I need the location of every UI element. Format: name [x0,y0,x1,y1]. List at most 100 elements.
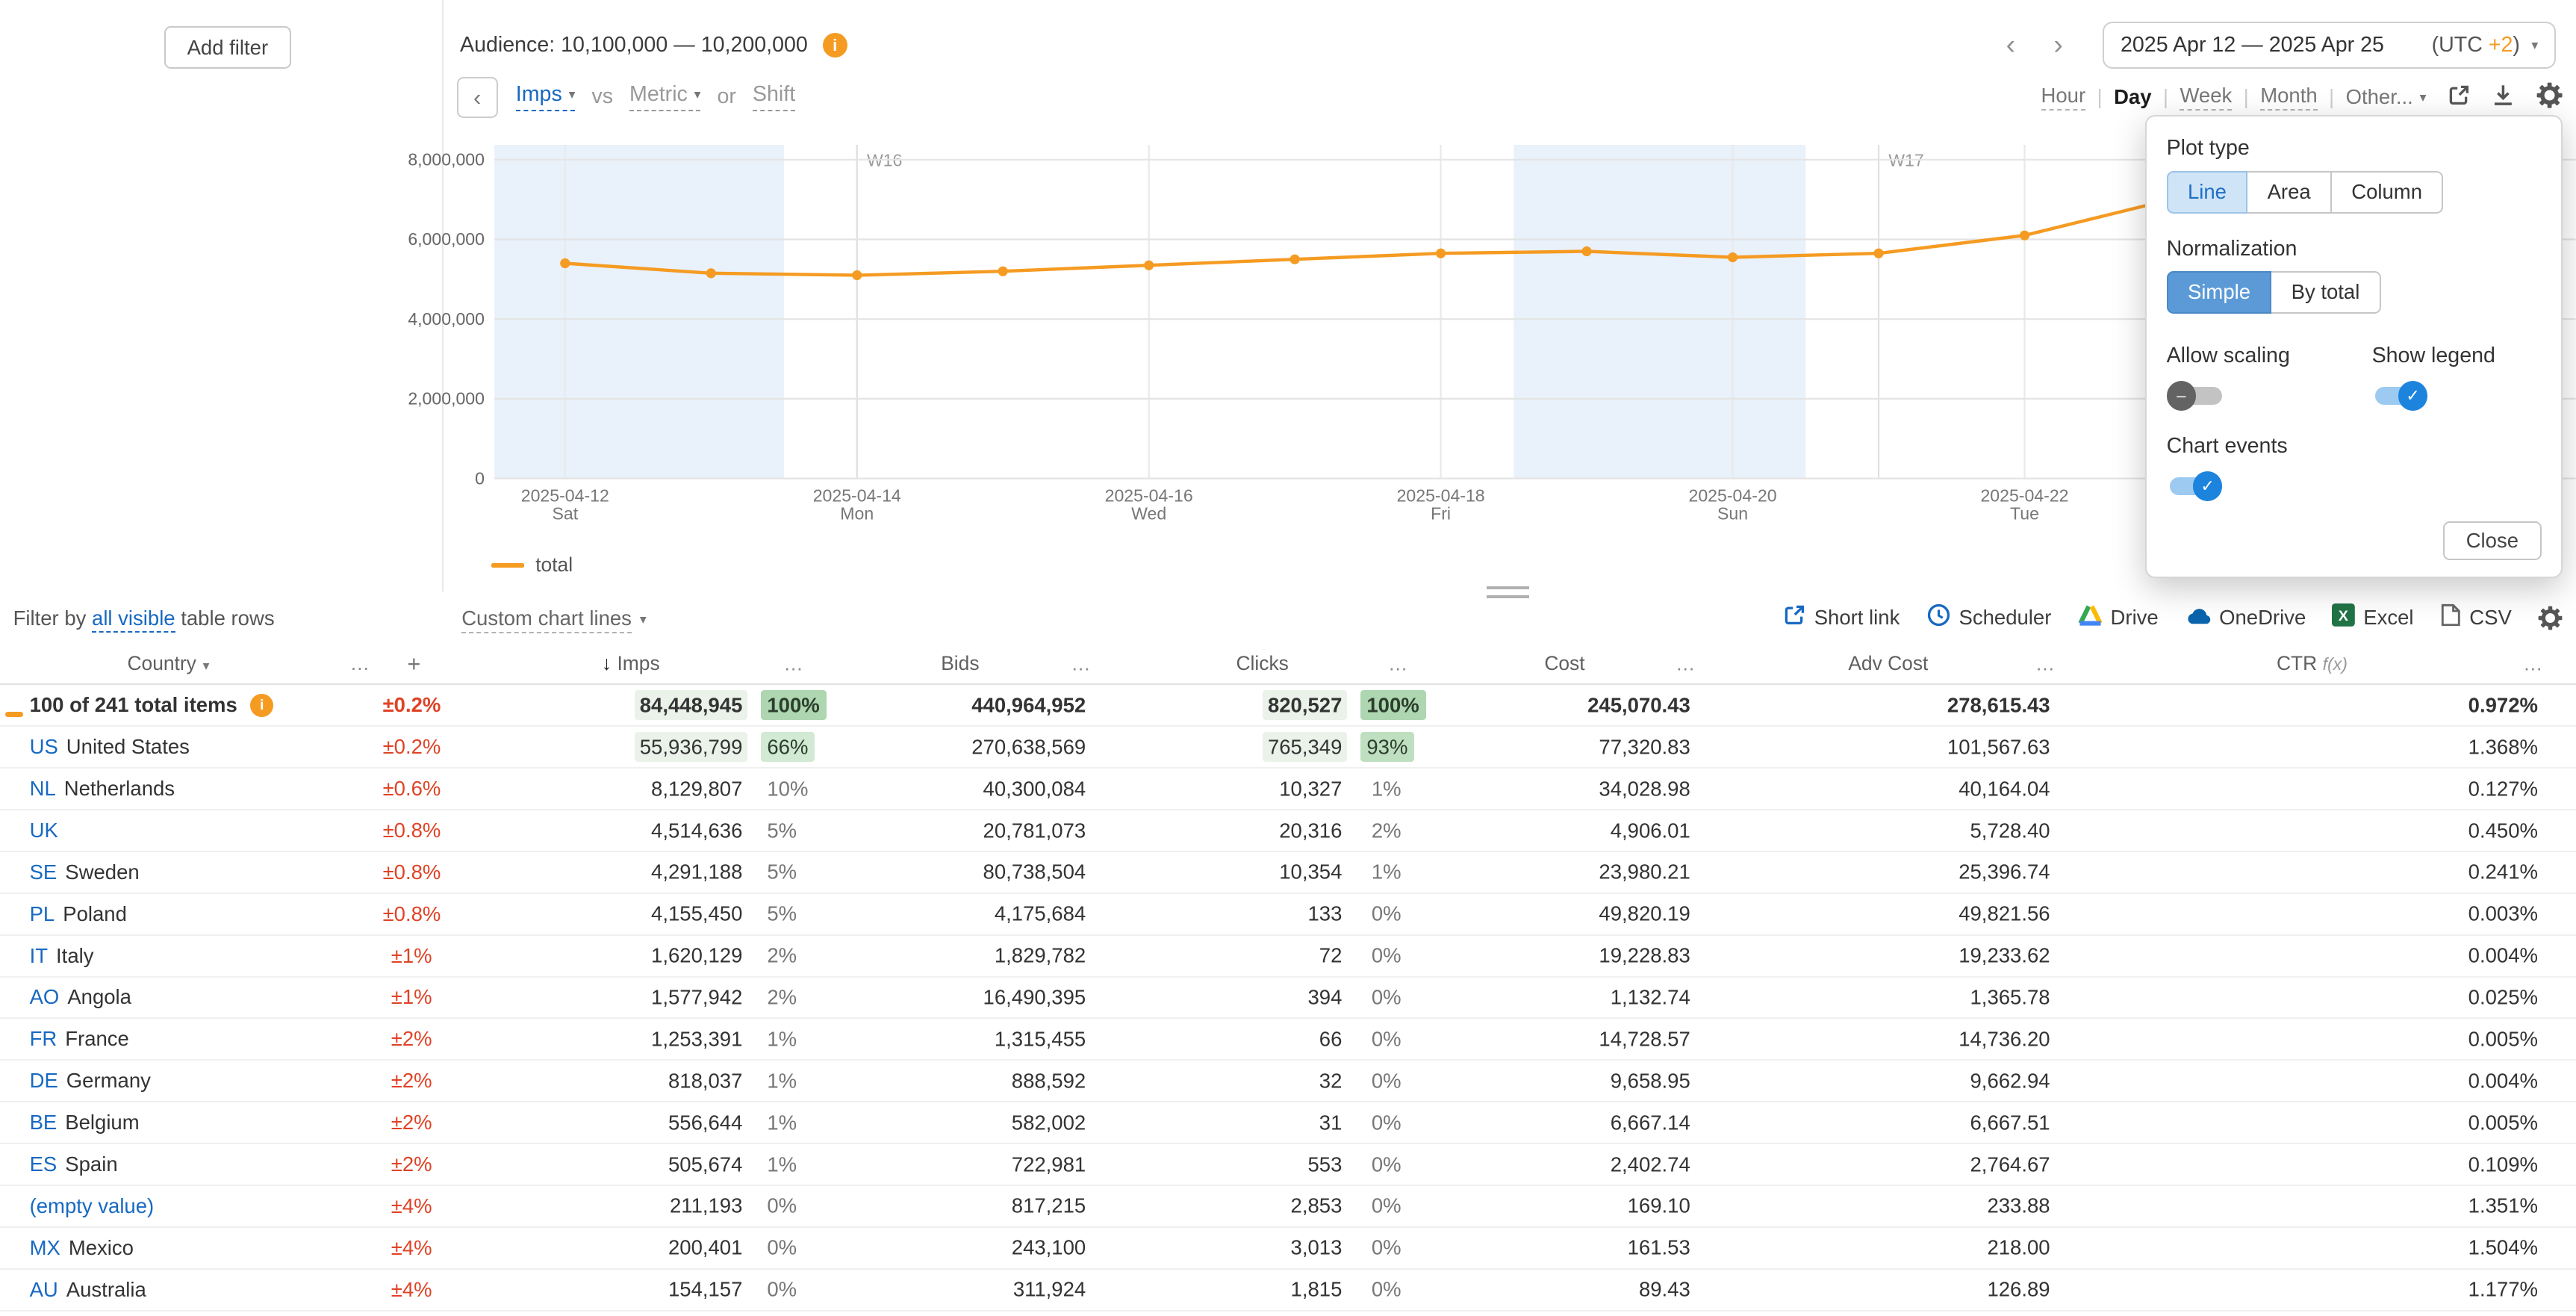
country-code-link[interactable]: NL [29,777,56,801]
table-row[interactable]: US United States ±0.2% 55,936,799 66% 27… [0,727,2576,769]
column-header-country[interactable]: Country ▾ [127,652,210,675]
scheduler-button[interactable]: Scheduler [1926,603,2051,633]
country-code-link[interactable]: DE [29,1069,58,1093]
allow-scaling-toggle[interactable]: – [2166,381,2226,411]
country-cell: NL Netherlands [0,777,337,801]
granularity-switcher: Hour | Day | Week | Month | Other... ▾ [2041,84,2427,111]
prev-period-button[interactable]: ‹ [1993,25,2029,64]
chart-back-button[interactable]: ‹ [456,77,498,119]
all-visible-link[interactable]: all visible [92,606,175,633]
option-area[interactable]: Area [2246,170,2333,214]
chart-legend[interactable]: total [491,553,573,577]
excel-export-button[interactable]: X Excel [2332,603,2413,632]
option-simple[interactable]: Simple [2166,270,2272,314]
ctr-value: 0.004% [2468,943,2538,967]
table-row[interactable]: UK ±0.8% 4,514,636 5% 20,781,073 20,316 … [0,810,2576,852]
imps-percent: 100% [760,689,827,720]
svg-text:Wed: Wed [1131,503,1166,523]
chart-settings-gear-icon[interactable] [2536,82,2563,108]
table-row[interactable]: NL Netherlands ±0.6% 8,129,807 10% 40,30… [0,769,2576,811]
granularity-week[interactable]: Week [2180,84,2233,111]
country-code-link[interactable]: MX [29,1235,60,1259]
audience-info-icon[interactable]: i [822,33,847,58]
column-menu-adv-cost[interactable]: … [2035,652,2056,675]
primary-metric-selector[interactable]: Imps ▾ [515,82,576,112]
column-header-cost[interactable]: Cost… [1544,652,1696,675]
table-row[interactable]: BE Belgium ±2% 556,644 1% 582,002 31 0% … [0,1102,2576,1145]
table-row[interactable]: MX Mexico ±4% 200,401 0% 243,100 3,013 0… [0,1228,2576,1270]
open-in-new-icon[interactable] [2448,84,2471,107]
country-cell: FR France [0,1027,337,1051]
adv-cost-value: 101,567.63 [1947,735,2050,759]
chart-events-toggle[interactable]: ✓ [2167,471,2226,501]
granularity-day[interactable]: Day [2114,85,2152,109]
country-code-link[interactable]: US [29,735,58,759]
custom-chart-lines-selector[interactable]: Custom chart lines ▾ [461,606,647,633]
clicks-value: 2,853 [1290,1194,1343,1217]
column-header-bids[interactable]: Bids… [941,652,1091,675]
table-settings-gear-icon[interactable] [2538,606,2563,630]
country-code-link[interactable]: UK [29,818,58,842]
column-header-imps[interactable]: ↓ Imps… [601,652,803,675]
table-row[interactable]: SE Sweden ±0.8% 4,291,188 5% 80,738,504 … [0,852,2576,894]
country-code-link[interactable]: IT [29,943,49,967]
granularity-hour[interactable]: Hour [2041,84,2086,111]
error-margin-value: ±4% [391,1277,432,1301]
country-code-link[interactable]: AU [29,1277,58,1301]
column-menu-imps[interactable]: … [783,652,803,675]
csv-export-button[interactable]: CSV [2440,603,2512,633]
bids-value: 582,002 [1011,1111,1086,1135]
next-period-button[interactable]: › [2040,25,2076,64]
drive-export-button[interactable]: Drive [2078,603,2159,632]
download-icon[interactable] [2492,83,2515,108]
chevron-down-icon: ▾ [2531,37,2539,52]
country-code-link[interactable]: PL [29,901,55,925]
shift-selector[interactable]: Shift [752,82,796,112]
column-header-clicks[interactable]: Clicks… [1236,652,1408,675]
table-row[interactable]: FR France ±2% 1,253,391 1% 1,315,455 66 … [0,1019,2576,1061]
onedrive-export-button[interactable]: OneDrive [2185,605,2306,632]
column-menu-ctr[interactable]: … [2523,652,2543,675]
table-row[interactable]: AO Angola ±1% 1,577,942 2% 16,490,395 39… [0,978,2576,1019]
option-by-total[interactable]: By total [2270,270,2381,314]
country-code-link[interactable]: FR [29,1027,57,1051]
cost-value: 34,028.98 [1599,777,1690,801]
column-header-ctr[interactable]: CTR f(x)… [2276,652,2543,675]
column-menu-country[interactable]: … [349,652,370,675]
country-code-link[interactable]: AO [29,985,60,1009]
column-menu-cost[interactable]: … [1675,652,1696,675]
column-menu-clicks[interactable]: … [1387,652,1408,675]
short-link-button[interactable]: Short link [1783,603,1900,632]
table-row[interactable]: 100 of 241 total items i ±0.2% 84,448,94… [0,685,2576,727]
chart-resize-handle[interactable] [1487,586,1530,598]
country-cell: DE Germany [0,1069,337,1093]
close-popover-button[interactable]: Close [2443,521,2542,561]
row-info-icon[interactable]: i [250,693,274,717]
table-row[interactable]: (empty value) ±4% 211,193 0% 817,215 2,8… [0,1186,2576,1228]
bids-value: 16,490,395 [983,985,1086,1009]
column-menu-bids[interactable]: … [1071,652,1091,675]
secondary-metric-selector[interactable]: Metric ▾ [629,82,701,112]
table-row[interactable]: AU Australia ±4% 154,157 0% 311,924 1,81… [0,1270,2576,1312]
table-row[interactable]: IT Italy ±1% 1,620,129 2% 1,829,782 72 0… [0,936,2576,978]
option-line[interactable]: Line [2166,170,2248,214]
granularity-month[interactable]: Month [2260,84,2318,111]
add-column-button[interactable]: + [407,650,421,677]
table-row[interactable]: ES Spain ±2% 505,674 1% 722,981 553 0% 2… [0,1144,2576,1186]
legend-label: total [535,553,573,577]
or-label: or [717,84,736,109]
table-row[interactable]: DE Germany ±2% 818,037 1% 888,592 32 0% … [0,1061,2576,1103]
adv-cost-value: 5,728.40 [1970,818,2050,842]
country-code-link[interactable]: SE [29,860,57,884]
option-column[interactable]: Column [2330,170,2444,214]
add-filter-button[interactable]: Add filter [164,26,291,69]
date-range-selector[interactable]: 2025 Apr 12 — 2025 Apr 25 (UTC +2) ▾ [2103,21,2557,69]
granularity-other[interactable]: Other... ▾ [2345,85,2427,109]
table-row[interactable]: PL Poland ±0.8% 4,155,450 5% 4,175,684 1… [0,894,2576,936]
country-code-link[interactable]: BE [29,1111,57,1135]
column-header-adv-cost[interactable]: Adv Cost… [1848,652,2056,675]
show-legend-toggle[interactable]: ✓ [2372,381,2431,411]
imps-percent: 1% [767,1111,797,1135]
country-code-link[interactable]: ES [29,1152,57,1176]
